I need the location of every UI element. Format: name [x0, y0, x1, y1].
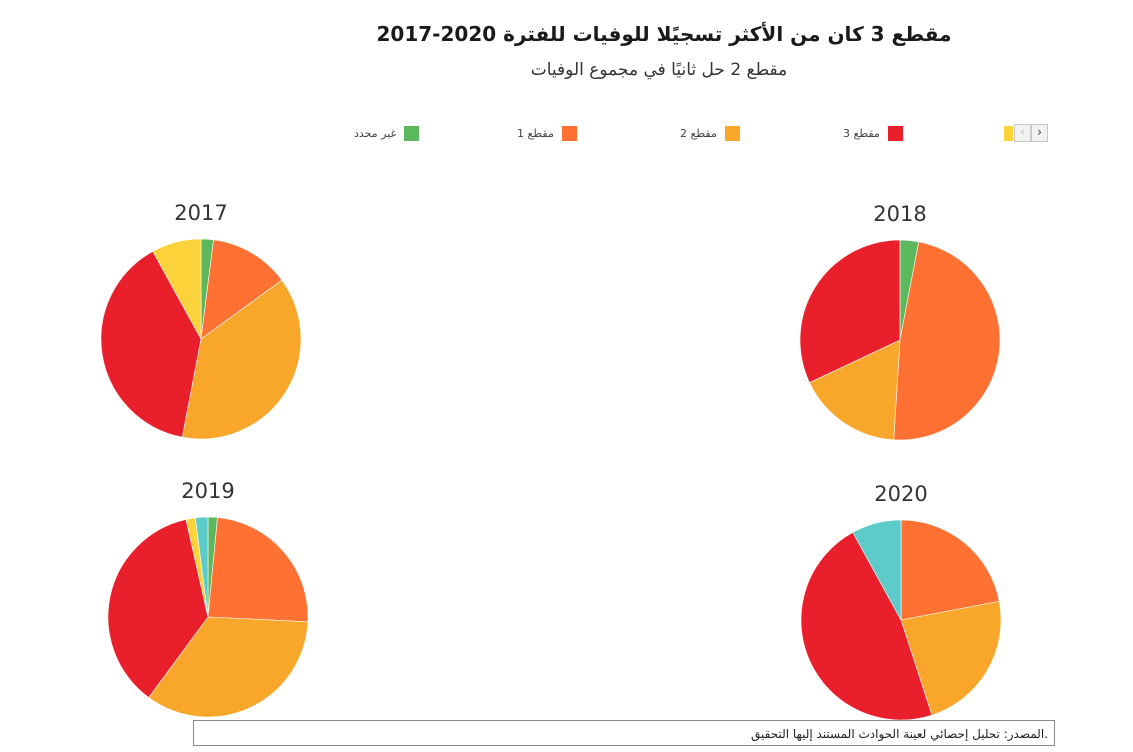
- pie-title-2018: 2018: [873, 202, 926, 226]
- legend-swatch: [404, 125, 420, 141]
- pie-slice-2019-1[interactable]: [207, 517, 309, 623]
- pie-slice-2017-3[interactable]: [100, 250, 202, 438]
- chart-title: مقطع 3 كان من الأكثر تسجيًلا للوفيات للف…: [376, 22, 952, 46]
- chevron-right-icon[interactable]: ›: [1031, 124, 1048, 142]
- pie-slice-2018-1[interactable]: [893, 241, 1001, 441]
- pie-slice-2019-2[interactable]: [148, 616, 309, 718]
- pie-slice-2017-4[interactable]: [152, 238, 202, 340]
- legend-item-unspecified[interactable]: غير محدد: [354, 124, 420, 142]
- legend-label: مقطع 1: [517, 126, 554, 140]
- pie-slice-2017-1[interactable]: [200, 239, 283, 340]
- pie-slice-2020-1[interactable]: [900, 600, 1002, 716]
- legend-swatch: [724, 125, 740, 141]
- source-note-box: .المصدر: تحليل إحصائي لعينة الحوادث المس…: [193, 720, 1055, 746]
- pie-title-2017: 2017: [174, 201, 227, 225]
- pie-slice-2019-3[interactable]: [107, 519, 209, 698]
- chevron-left-icon[interactable]: ‹: [1014, 124, 1031, 142]
- pie-2020: 2020: [800, 482, 1002, 721]
- pie-slice-2018-2[interactable]: [809, 339, 901, 441]
- chart-subtitle: مقطع 2 حل ثانيًا في مجموع الوفيات: [530, 60, 788, 80]
- pie-slice-2019-5[interactable]: [195, 516, 209, 618]
- pie-2018: 2018: [799, 202, 1001, 441]
- legend-label: مقطع 2: [680, 126, 717, 140]
- legend-swatch: [887, 125, 903, 141]
- legend-item-section-2[interactable]: مقطع 2: [680, 124, 740, 142]
- pie-title-2020: 2020: [874, 482, 927, 506]
- legend-pager: ‹ ›: [1004, 124, 1048, 142]
- pie-slice-2020-2[interactable]: [800, 531, 933, 721]
- pie-title-2019: 2019: [181, 479, 234, 503]
- pie-slice-2020-0[interactable]: [900, 519, 1000, 621]
- legend-swatch: [561, 125, 577, 141]
- legend: غير محدد مقطع 1 مقطع 2 مقطع 3: [0, 124, 1133, 146]
- legend-item-section-3[interactable]: مقطع 3: [843, 124, 903, 142]
- pie-2019: 2019: [107, 479, 309, 718]
- legend-label: مقطع 3: [843, 126, 880, 140]
- pie-2017: 2017: [100, 201, 302, 440]
- pie-slice-2020-3[interactable]: [852, 519, 902, 621]
- source-note: .المصدر: تحليل إحصائي لعينة الحوادث المس…: [751, 727, 1048, 741]
- legend-label: غير محدد: [354, 126, 397, 140]
- pie-slice-2018-3[interactable]: [799, 239, 901, 383]
- legend-swatch-peek: [1004, 126, 1013, 141]
- legend-item-section-1[interactable]: مقطع 1: [517, 124, 577, 142]
- pie-slice-2017-2[interactable]: [181, 279, 302, 440]
